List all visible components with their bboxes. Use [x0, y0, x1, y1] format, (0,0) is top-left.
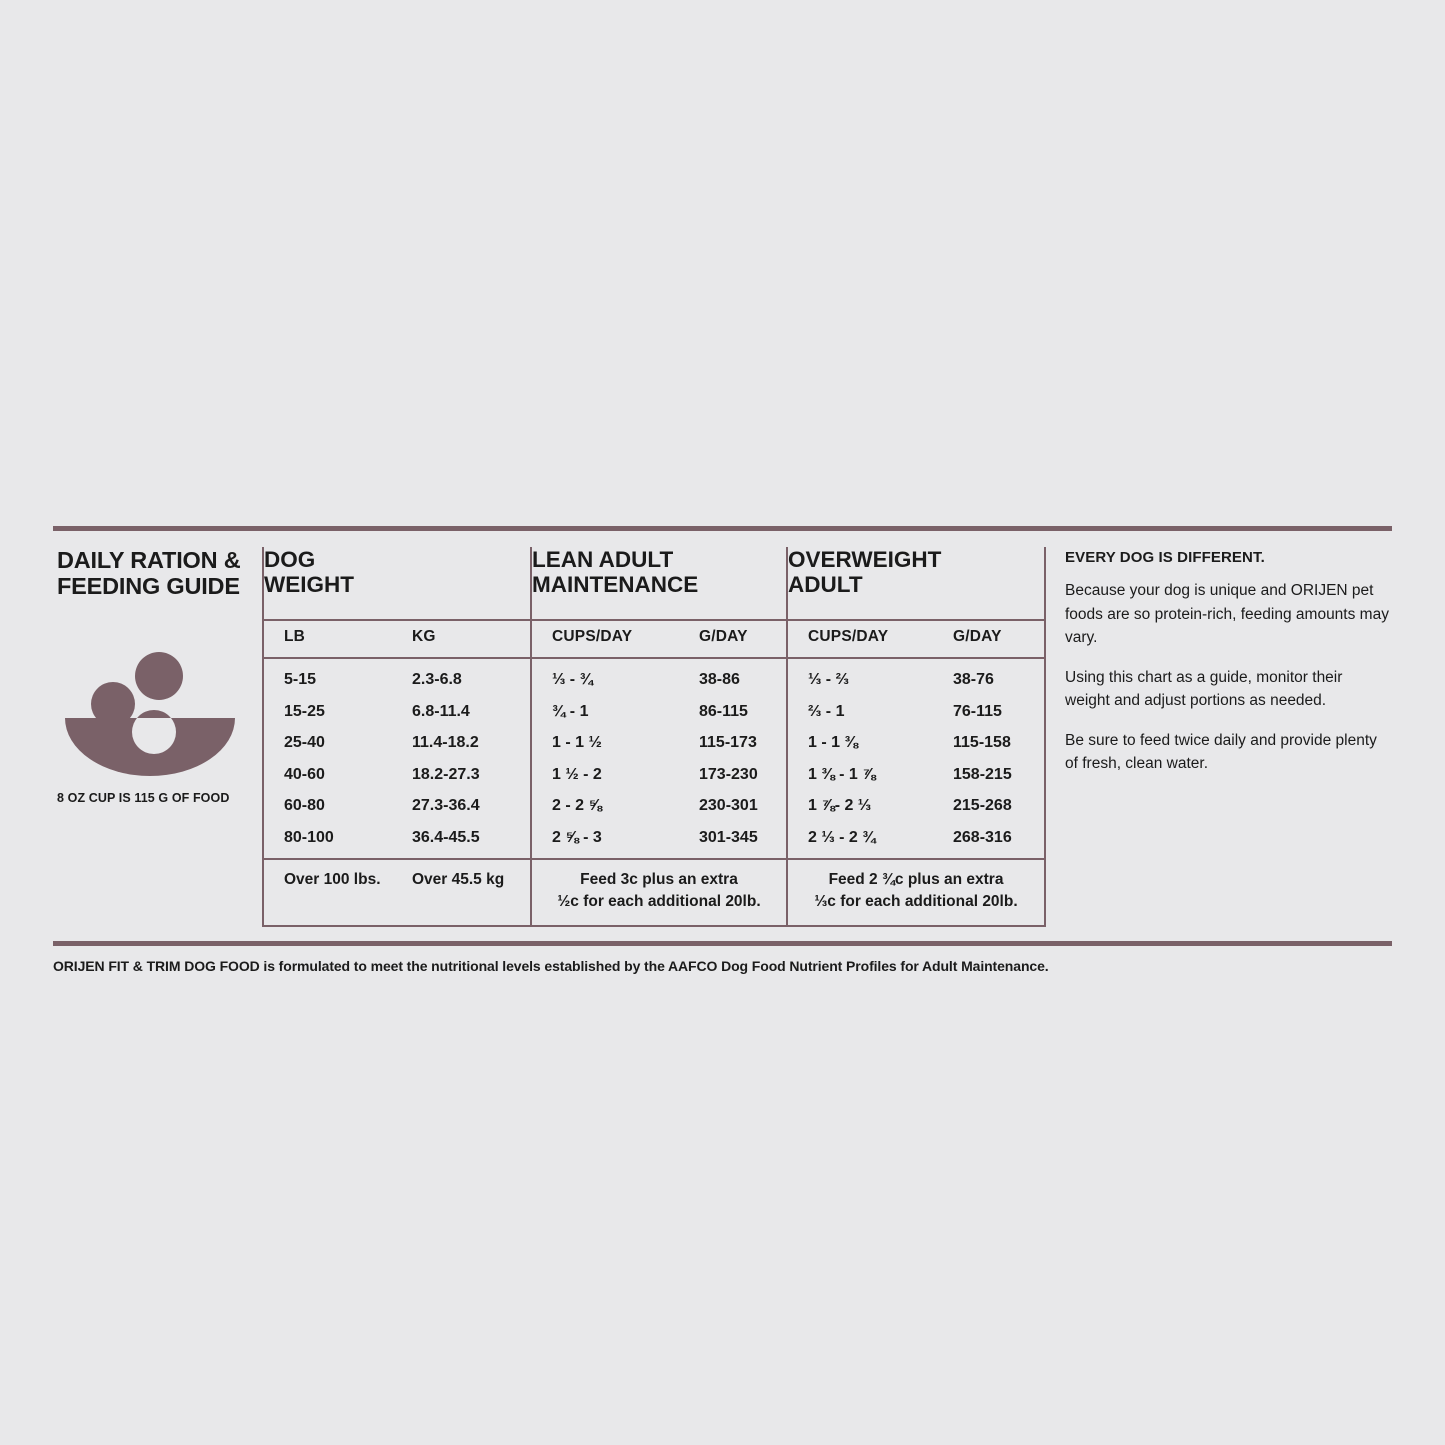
cell-over-cups: 1 ⅜ - 1 ⅞ [786, 758, 933, 791]
column-header-kg: KG [392, 619, 531, 659]
table-group-header-row: DOG WEIGHT LEAN ADULT MAINTENANCE OVERWE… [264, 547, 1045, 620]
food-bowl-icon [57, 646, 243, 776]
column-header-over-cups-day: CUPS/DAY [786, 619, 933, 659]
cell-over-cups: ⅔ - 1 [786, 695, 933, 728]
guide-body: DAILY RATION & FEEDING GUIDE [53, 531, 1392, 927]
cell-over-g: 76-115 [953, 702, 1002, 720]
cell-lean-cups: 1 - 1 ½ [530, 727, 679, 759]
cell-kg: 2.3-6.8 [412, 671, 462, 688]
table-subheader-row: LB KG CUPS/DAY G/DAY CUPS/DAY G/DAY [264, 619, 1045, 659]
cell-over-g: 215-268 [953, 797, 1012, 815]
cup-conversion-note: 8 OZ CUP IS 115 G OF FOOD [57, 790, 230, 805]
group-header-dog-weight: DOG WEIGHT [264, 547, 354, 598]
notes-paragraph-3: Be sure to feed twice daily and provide … [1065, 731, 1377, 773]
feeding-guide-panel: DAILY RATION & FEEDING GUIDE [53, 526, 1392, 974]
cell-over-cups: ⅓ - ⅔ [786, 658, 933, 696]
bottom-divider-rule [53, 940, 1392, 946]
cell-over-g: 158-215 [953, 765, 1012, 783]
cell-lb: 40-60 [284, 765, 325, 783]
page-title: DAILY RATION & FEEDING GUIDE [57, 547, 241, 600]
cell-lean-g: 115-173 [699, 734, 757, 752]
guide-brand-column: DAILY RATION & FEEDING GUIDE [53, 547, 262, 927]
table-row: 80-100 36.4-45.5 2 ⅝ - 3 301-345 2 ⅓ - 2… [264, 821, 1044, 859]
cell-kg: 36.4-45.5 [412, 828, 480, 846]
cell-lean-cups: 2 ⅝ - 3 [530, 821, 679, 859]
cell-lb: 25-40 [284, 734, 325, 752]
cell-overflow-over-note: Feed 2 ¾c plus an extra ⅓c for each addi… [785, 857, 1045, 927]
cell-lean-g: 301-345 [699, 828, 758, 846]
column-header-lean-cups-day: CUPS/DAY [530, 619, 679, 659]
table-row: 40-60 18.2-27.3 1 ½ - 2 173-230 1 ⅜ - 1 … [264, 758, 1044, 791]
feeding-table: DOG WEIGHT LEAN ADULT MAINTENANCE OVERWE… [264, 547, 1045, 927]
notes-heading: EVERY DOG IS DIFFERENT. [1065, 549, 1265, 566]
cell-lb: 60-80 [284, 797, 325, 815]
cell-over-g: 115-158 [953, 734, 1011, 752]
column-header-lean-g-day: G/DAY [679, 619, 787, 659]
cell-kg: 6.8-11.4 [412, 702, 470, 720]
cell-kg: 11.4-18.2 [412, 734, 479, 752]
table-row: 60-80 27.3-36.4 2 - 2 ⅝ 230-301 1 ⅞- 2 ⅓… [264, 790, 1044, 822]
notes-paragraph-2: Using this chart as a guide, monitor the… [1065, 668, 1343, 710]
cell-lb: 15-25 [284, 702, 325, 720]
notes-column: EVERY DOG IS DIFFERENT. Because your dog… [1044, 547, 1392, 927]
cell-lb: 5-15 [284, 671, 317, 688]
cell-lean-cups: 1 ½ - 2 [530, 758, 679, 791]
cell-lean-g: 38-86 [699, 671, 740, 688]
cell-lean-g: 230-301 [699, 797, 758, 815]
group-header-overweight-adult: OVERWEIGHT ADULT [785, 547, 1045, 620]
cell-over-g: 38-76 [953, 671, 994, 688]
aafco-statement: ORIJEN FIT & TRIM DOG FOOD is formulated… [53, 957, 1049, 974]
cell-lb: 80-100 [284, 828, 334, 846]
cell-kg: 27.3-36.4 [412, 797, 480, 815]
cell-over-g: 268-316 [953, 828, 1012, 846]
column-header-lb: LB [264, 619, 392, 659]
column-header-over-g-day: G/DAY [933, 619, 1045, 659]
table-row: 25-40 11.4-18.2 1 - 1 ½ 115-173 1 - 1 ⅜ … [264, 727, 1044, 759]
cell-lean-g: 173-230 [699, 765, 758, 783]
group-header-lean-adult: LEAN ADULT MAINTENANCE [530, 547, 787, 620]
cell-over-cups: 2 ⅓ - 2 ¾ [786, 821, 933, 859]
cell-kg: 18.2-27.3 [412, 765, 480, 783]
cell-overflow-lean-note: Feed 3c plus an extra ½c for each additi… [530, 857, 787, 927]
table-row: 15-25 6.8-11.4 ¾ - 1 86-115 ⅔ - 1 76-115 [264, 695, 1044, 728]
cell-lean-cups: 2 - 2 ⅝ [530, 790, 679, 822]
cell-over-cups: 1 - 1 ⅜ [786, 727, 933, 759]
feeding-table-wrapper: DOG WEIGHT LEAN ADULT MAINTENANCE OVERWE… [262, 547, 1045, 927]
top-divider-rule [53, 526, 1392, 531]
cell-over-cups: 1 ⅞- 2 ⅓ [786, 790, 933, 822]
cell-overflow-lb: Over 100 lbs. [264, 857, 392, 927]
cell-lean-cups: ⅓ - ¾ [530, 658, 679, 696]
cell-overflow-kg: Over 45.5 kg [392, 857, 531, 927]
table-row: 5-15 2.3-6.8 ⅓ - ¾ 38-86 ⅓ - ⅔ 38-76 [264, 658, 1044, 696]
table-overflow-row: Over 100 lbs. Over 45.5 kg Feed 3c plus … [264, 857, 1045, 927]
notes-paragraph-1: Because your dog is unique and ORIJEN pe… [1065, 582, 1389, 647]
cell-lean-cups: ¾ - 1 [530, 695, 679, 728]
cell-lean-g: 86-115 [699, 702, 748, 720]
